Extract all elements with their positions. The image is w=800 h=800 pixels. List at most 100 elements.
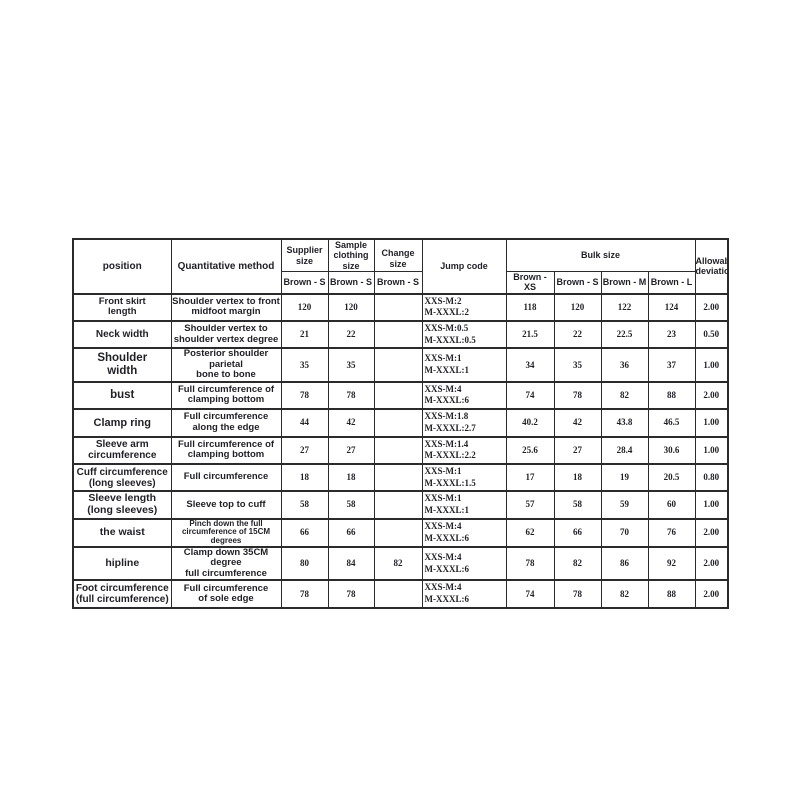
- bulk-m-value: 82: [600, 579, 649, 609]
- supplier-size-value: 66: [280, 517, 329, 549]
- table-row: Front skirt length Shoulder vertex to fr…: [72, 292, 729, 323]
- bulk-m-value: 59: [600, 490, 649, 520]
- bulk-m-value: 86: [600, 546, 649, 582]
- bulk-s-value: 18: [553, 462, 602, 493]
- change-size-value: [373, 408, 423, 438]
- bulk-xs-value: 25.6: [505, 435, 555, 465]
- header-row-main: position Quantitative method Supplier si…: [72, 238, 729, 295]
- bulk-l-value: 30.6: [647, 435, 696, 465]
- bulk-m-value: 36: [600, 347, 649, 383]
- position-cell: Shoulder width: [72, 347, 172, 383]
- change-size-value: [373, 490, 423, 520]
- jump-code-cell: XXS-M:4 M-XXXL:6: [421, 579, 507, 609]
- deviation-value: 1.00: [694, 435, 729, 465]
- bulk-s-value: 78: [553, 380, 602, 411]
- jump-code-cell: XXS-M:1.8 M-XXXL:2.7: [421, 408, 507, 438]
- method-cell: Sleeve top to cuff: [170, 490, 282, 520]
- jump-code-cell: XXS-M:2 M-XXXL:2: [421, 292, 507, 323]
- supplier-size-value: 58: [280, 490, 329, 520]
- bulk-m-value: 19: [600, 462, 649, 493]
- subheader-bulk-brown-xs: Brown - XS: [505, 271, 555, 295]
- jump-code-cell: XXS-M:1 M-XXXL:1: [421, 490, 507, 520]
- sample-size-value: 22: [327, 320, 375, 350]
- supplier-size-value: 27: [280, 435, 329, 465]
- change-size-value: [373, 292, 423, 323]
- method-cell: Clamp down 35CM degree full circumferenc…: [170, 546, 282, 582]
- table-row: Cuff circumference (long sleeves) Full c…: [72, 462, 729, 493]
- measurement-table: position Quantitative method Supplier si…: [72, 238, 730, 609]
- sample-size-value: 58: [327, 490, 375, 520]
- method-cell: Shoulder vertex to front midfoot margin: [170, 292, 282, 323]
- bulk-l-value: 23: [647, 320, 696, 350]
- bulk-xs-value: 78: [505, 546, 555, 582]
- bulk-m-value: 70: [600, 517, 649, 549]
- jump-code-cell: XXS-M:4 M-XXXL:6: [421, 380, 507, 411]
- bulk-s-value: 42: [553, 408, 602, 438]
- change-size-value: [373, 435, 423, 465]
- method-cell: Full circumference of clamping bottom: [170, 435, 282, 465]
- table-row: Sleeve arm circumference Full circumfere…: [72, 435, 729, 465]
- position-cell: Sleeve length (long sleeves): [72, 490, 172, 520]
- bulk-l-value: 124: [647, 292, 696, 323]
- size-spec-table-container: position Quantitative method Supplier si…: [72, 238, 730, 609]
- jump-code-cell: XXS-M:4 M-XXXL:6: [421, 517, 507, 549]
- deviation-value: 2.00: [694, 579, 729, 609]
- method-cell: Posterior shoulder parietal bone to bone: [170, 347, 282, 383]
- bulk-l-value: 20.5: [647, 462, 696, 493]
- position-cell: Sleeve arm circumference: [72, 435, 172, 465]
- bulk-s-value: 82: [553, 546, 602, 582]
- sample-size-value: 35: [327, 347, 375, 383]
- bulk-s-value: 27: [553, 435, 602, 465]
- supplier-size-value: 80: [280, 546, 329, 582]
- sample-size-value: 78: [327, 579, 375, 609]
- bulk-xs-value: 40.2: [505, 408, 555, 438]
- deviation-value: 2.00: [694, 292, 729, 323]
- table-row: Sleeve length (long sleeves) Sleeve top …: [72, 490, 729, 520]
- table-row: Shoulder width Posterior shoulder pariet…: [72, 347, 729, 383]
- bulk-xs-value: 74: [505, 579, 555, 609]
- table-row: Clamp ring Full circumference along the …: [72, 408, 729, 438]
- bulk-m-value: 122: [600, 292, 649, 323]
- bulk-l-value: 88: [647, 380, 696, 411]
- deviation-value: 2.00: [694, 546, 729, 582]
- change-size-value: [373, 347, 423, 383]
- position-cell: hipline: [72, 546, 172, 582]
- table-row: Foot circumference (full circumference) …: [72, 579, 729, 609]
- bulk-m-value: 82: [600, 380, 649, 411]
- position-cell: Front skirt length: [72, 292, 172, 323]
- change-size-value: [373, 320, 423, 350]
- change-size-value: [373, 517, 423, 549]
- sample-size-value: 84: [327, 546, 375, 582]
- supplier-size-value: 44: [280, 408, 329, 438]
- bulk-m-value: 43.8: [600, 408, 649, 438]
- bulk-s-value: 78: [553, 579, 602, 609]
- sample-size-value: 27: [327, 435, 375, 465]
- bulk-s-value: 22: [553, 320, 602, 350]
- supplier-size-value: 78: [280, 579, 329, 609]
- bulk-xs-value: 34: [505, 347, 555, 383]
- header-row-sub: Brown - S Brown - S Brown - S Brown - XS…: [73, 271, 728, 295]
- subheader-supplier-brown-s: Brown - S: [280, 271, 329, 295]
- deviation-value: 1.00: [694, 408, 729, 438]
- deviation-value: 1.00: [694, 490, 729, 520]
- subheader-sample-brown-s: Brown - S: [327, 271, 375, 295]
- bulk-s-value: 35: [553, 347, 602, 383]
- change-size-value: 82: [373, 546, 423, 582]
- deviation-value: 1.00: [694, 347, 729, 383]
- bulk-l-value: 60: [647, 490, 696, 520]
- header-jump-code: Jump code: [421, 238, 507, 295]
- change-size-value: [373, 462, 423, 493]
- deviation-value: 0.80: [694, 462, 729, 493]
- method-cell: Full circumference: [170, 462, 282, 493]
- bulk-xs-value: 118: [505, 292, 555, 323]
- position-cell: bust: [72, 380, 172, 411]
- method-cell: Full circumference of sole edge: [170, 579, 282, 609]
- position-cell: the waist: [72, 517, 172, 549]
- sample-size-value: 18: [327, 462, 375, 493]
- subheader-bulk-brown-m: Brown - M: [600, 271, 649, 295]
- bulk-xs-value: 74: [505, 380, 555, 411]
- bulk-xs-value: 62: [505, 517, 555, 549]
- sample-size-value: 66: [327, 517, 375, 549]
- supplier-size-value: 78: [280, 380, 329, 411]
- subheader-bulk-brown-l: Brown - L: [647, 271, 696, 295]
